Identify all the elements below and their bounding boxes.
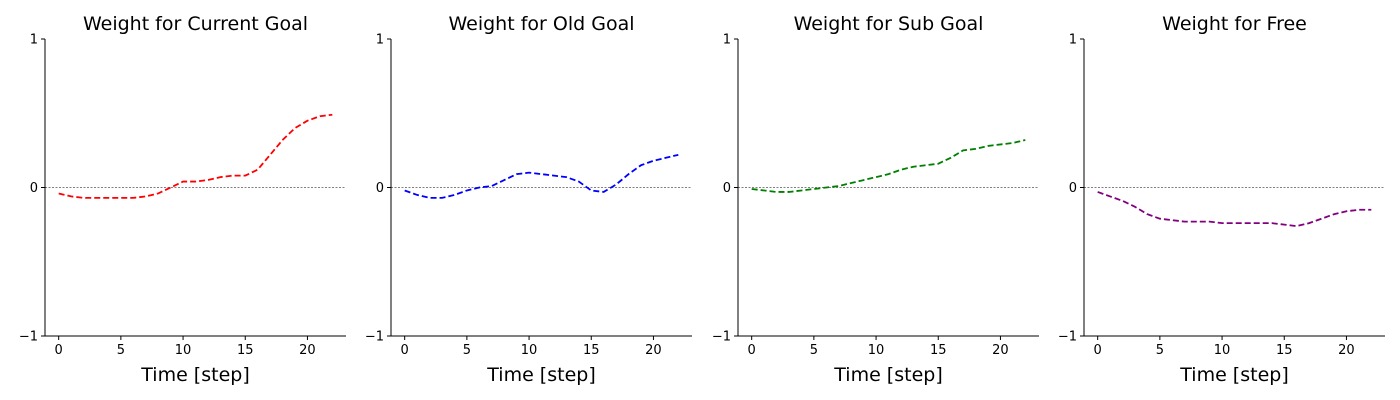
- y-tick-label: −1: [1058, 330, 1077, 345]
- x-tick-label: 10: [521, 343, 538, 358]
- x-axis-label: Time [step]: [1179, 364, 1288, 386]
- x-tick-label: 10: [175, 343, 192, 358]
- x-tick-label: 0: [55, 343, 63, 358]
- x-tick-label: 10: [1214, 343, 1231, 358]
- x-tick-label: 20: [1338, 343, 1355, 358]
- y-tick-label: 0: [376, 181, 384, 196]
- x-tick-label: 20: [299, 343, 316, 358]
- x-tick-label: 5: [810, 343, 818, 358]
- x-tick-label: 20: [645, 343, 662, 358]
- x-tick-label: 0: [1094, 343, 1102, 358]
- y-tick-label: 0: [1069, 181, 1077, 196]
- series-line: [404, 153, 679, 199]
- y-tick-label: −1: [712, 330, 731, 345]
- x-tick-label: 5: [463, 343, 471, 358]
- x-tick-label: 15: [583, 343, 600, 358]
- y-tick-label: 1: [376, 33, 384, 48]
- x-tick-label: 0: [401, 343, 409, 358]
- x-tick-label: 20: [992, 343, 1009, 358]
- x-tick-label: 5: [1156, 343, 1164, 358]
- x-axis-label: Time [step]: [486, 364, 595, 386]
- x-axis-label: Time [step]: [140, 364, 249, 386]
- chart-title: Weight for Current Goal: [83, 13, 308, 35]
- x-tick-label: 15: [930, 343, 947, 358]
- series-line: [751, 139, 1026, 193]
- y-tick-label: 1: [30, 33, 38, 48]
- y-tick-label: 1: [1069, 33, 1077, 48]
- x-tick-label: 0: [748, 343, 756, 358]
- chart-title: Weight for Old Goal: [448, 13, 634, 35]
- series-line: [58, 113, 333, 199]
- y-tick-label: −1: [365, 330, 384, 345]
- x-tick-label: 15: [1276, 343, 1293, 358]
- x-tick-label: 15: [237, 343, 254, 358]
- chart-title: Weight for Sub Goal: [794, 13, 984, 35]
- y-tick-label: −1: [19, 330, 38, 345]
- x-axis-label: Time [step]: [833, 364, 942, 386]
- y-tick-label: 0: [723, 181, 731, 196]
- x-tick-label: 10: [868, 343, 885, 358]
- y-tick-label: 0: [30, 181, 38, 196]
- chart-title: Weight for Free: [1162, 13, 1307, 35]
- series-line: [1097, 191, 1372, 228]
- x-tick-label: 5: [117, 343, 125, 358]
- y-tick-label: 1: [723, 33, 731, 48]
